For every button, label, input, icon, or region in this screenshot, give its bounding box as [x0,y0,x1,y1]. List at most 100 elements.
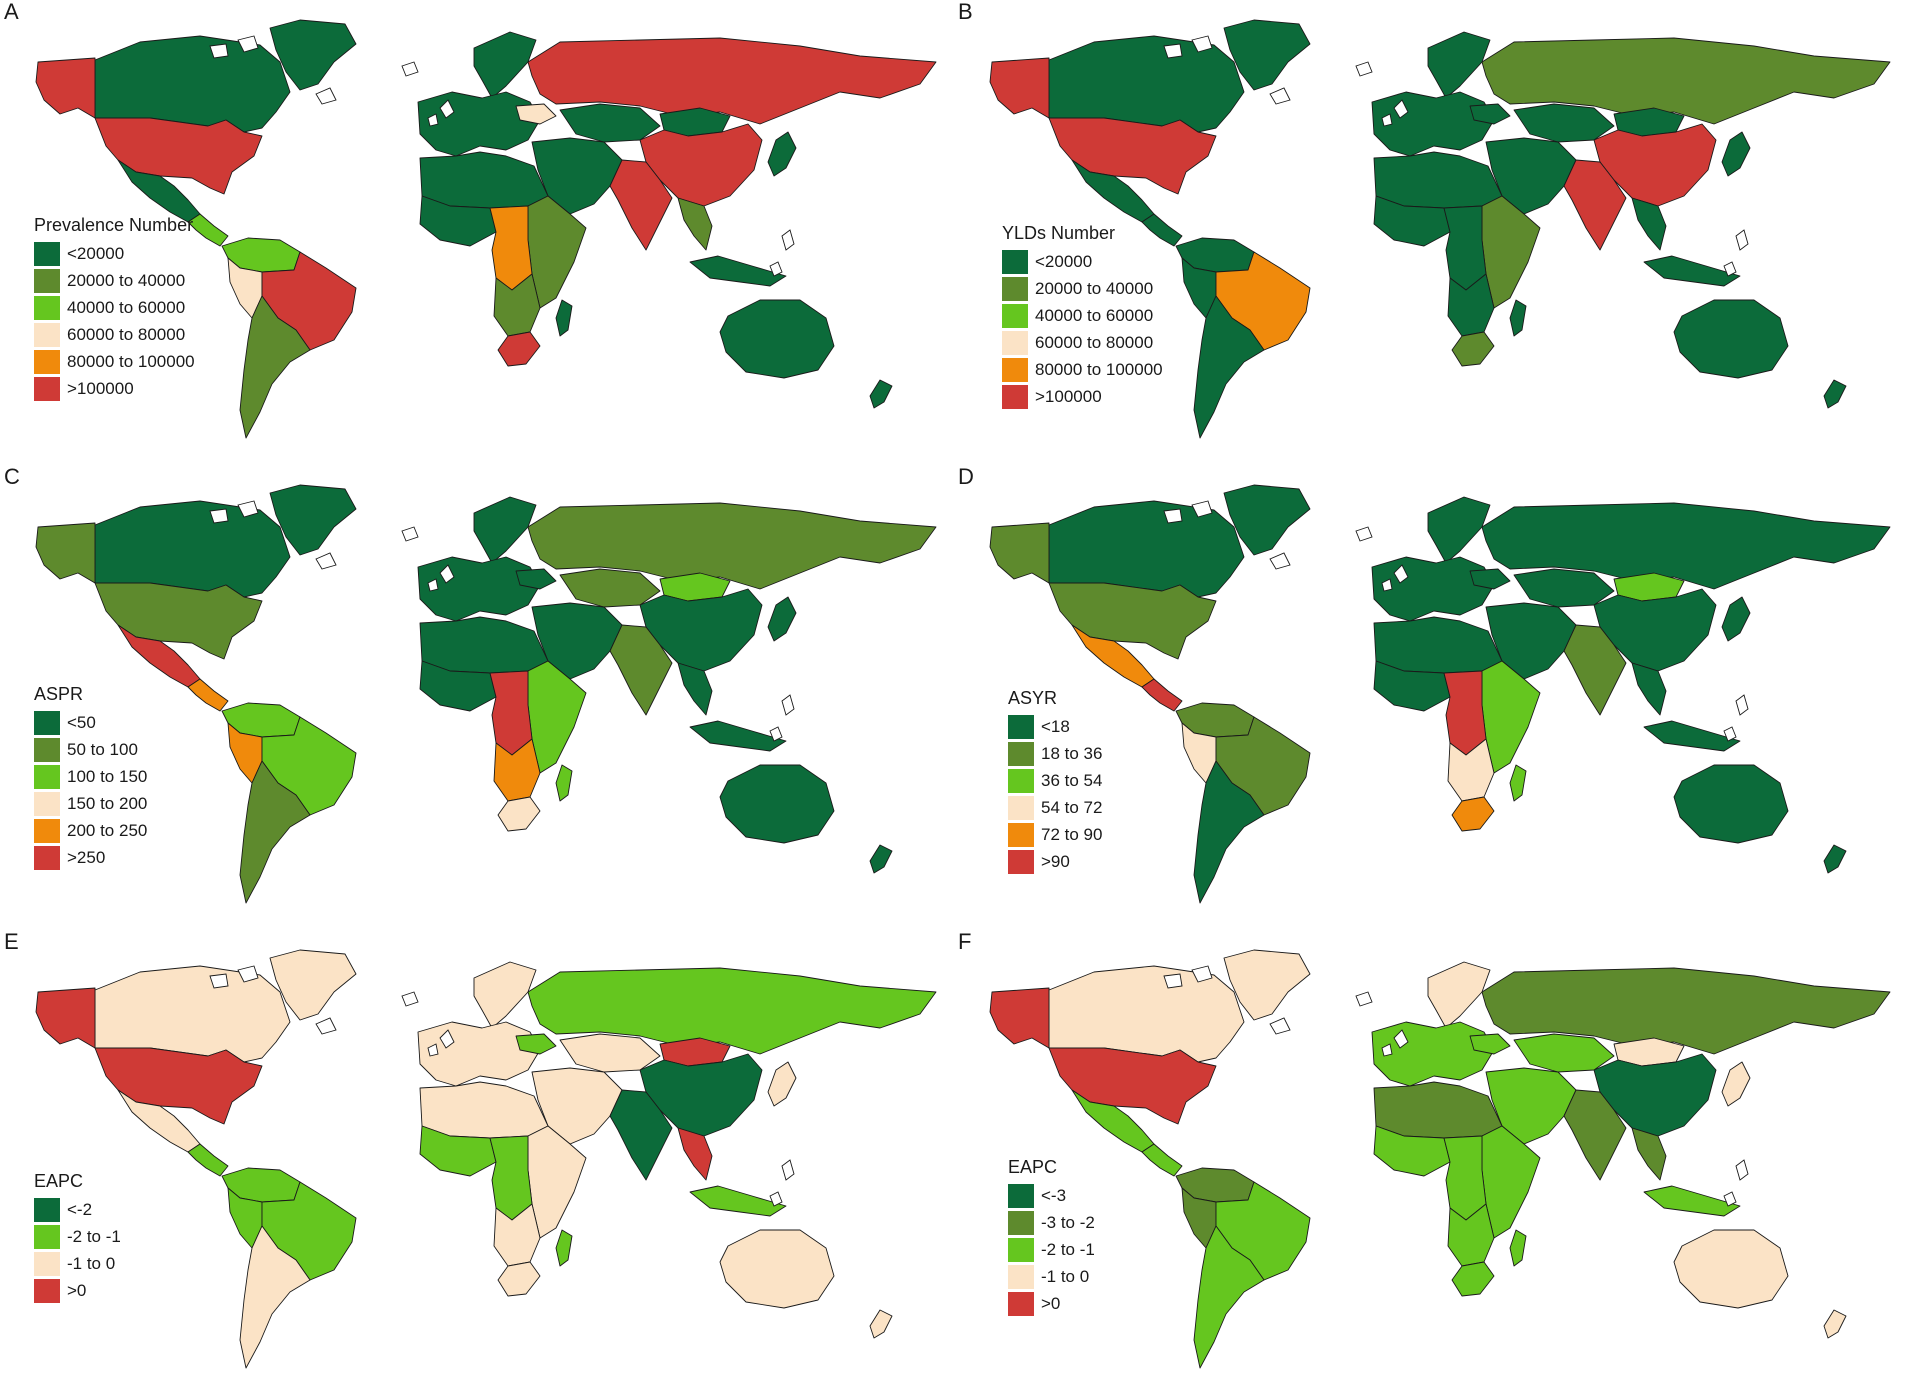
region-madagascar [1509,299,1527,337]
region-middle-east [1485,602,1577,680]
island-outline [237,965,259,983]
legend-entry: 20000 to 40000 [1002,275,1163,302]
region-north-africa [1373,1081,1503,1139]
region-central-america [187,1143,229,1177]
region-south-africa [1451,331,1495,367]
region-india [1563,624,1627,716]
legend-swatch [34,764,60,789]
legend-swatch [1008,741,1034,766]
legend-title: EAPC [1008,1157,1058,1177]
region-ukraine [1469,568,1511,590]
island-outline [1191,35,1213,53]
island-outline [769,1191,783,1207]
region-southern-africa [493,738,541,802]
island-outline [769,261,783,277]
island-outline [1163,43,1183,59]
legend-swatch [1008,822,1034,847]
legend-title: ASYR [1008,688,1058,708]
island-outline [237,35,259,53]
region-kazakhstan [559,1033,661,1073]
legend-swatch [1008,1264,1034,1289]
legend-swatch [1002,330,1028,355]
region-central-africa [1443,1135,1487,1221]
region-japan [1721,131,1751,177]
legend-entry: 72 to 90 [1008,821,1102,848]
region-east-africa [1481,660,1541,774]
legend-label: <-2 [67,1199,93,1219]
region-madagascar [1509,764,1527,802]
legend-label: >90 [1041,851,1070,871]
island-outline [237,500,259,518]
legend-entry: >90 [1008,848,1102,875]
region-southeast-asia [1631,662,1667,716]
legend-label: 40000 to 60000 [67,297,186,317]
panel-b: B YLDs Number <20000 20000 to 40000 40000 … [954,0,1908,465]
legend-swatch [34,1278,60,1303]
region-india [1563,159,1627,251]
region-australia [719,764,835,844]
region-kazakhstan [1513,103,1615,143]
region-southeast-asia [1631,197,1667,251]
island-outline [781,694,795,716]
region-indonesia [1643,1185,1741,1217]
legend-label: >100000 [67,378,134,398]
region-argentina [1193,760,1265,904]
island-outline [1723,1191,1737,1207]
legend-label: >100000 [1035,386,1102,406]
region-ukraine [515,103,557,125]
world-map [989,949,1891,1369]
region-australia [1673,764,1789,844]
island-outline [401,526,419,542]
region-kazakhstan [1513,1033,1615,1073]
region-greenland [1223,949,1311,1021]
legend-label: >0 [1041,1293,1061,1313]
region-north-africa [419,151,549,209]
legend-entry: >0 [1008,1290,1095,1317]
region-southern-africa [1447,738,1495,802]
legend-entry: 36 to 54 [1008,767,1102,794]
legend-label: 18 to 36 [1041,743,1103,763]
island-outline [1381,578,1393,592]
region-central-africa [1443,205,1487,291]
region-new-zealand [869,1309,893,1339]
legend-entry: 50 to 100 [34,736,147,763]
legend-label: <50 [67,712,96,732]
island-outline [1393,99,1409,119]
legend-entry: <20000 [1002,248,1163,275]
region-west-africa [1373,660,1451,712]
region-west-africa [419,660,497,712]
island-outline [1381,113,1393,127]
region-usa [94,582,263,660]
legend: ASYR <18 18 to 36 36 to 54 54 to 72 72 to 90… [1008,687,1102,875]
legend: ASPR <50 50 to 100 100 to 150 150 to 200 200… [34,683,147,871]
region-madagascar [555,764,573,802]
legend-label: <20000 [1035,251,1093,271]
region-central-africa [489,205,533,291]
legend-entry: 80000 to 100000 [1002,356,1163,383]
island-outline [1269,552,1291,570]
region-north-africa [1373,616,1503,674]
region-south-africa [1451,1261,1495,1297]
world-map [35,949,937,1369]
island-outline [427,113,439,127]
legend-entry: 60000 to 80000 [1002,329,1163,356]
region-southeast-asia [677,1127,713,1181]
legend-entry: 60000 to 80000 [34,321,195,348]
island-outline [781,1159,795,1181]
region-alaska [989,987,1050,1049]
region-central-america [187,678,229,712]
island-outline [1355,61,1373,77]
region-southeast-asia [677,662,713,716]
legend-items: <50 50 to 100 100 to 150 150 to 200 200 to 2… [34,709,147,871]
region-argentina [239,1225,311,1369]
legend-label: 150 to 200 [67,793,148,813]
region-japan [767,596,797,642]
region-alaska [35,522,96,584]
region-russia [527,37,937,125]
region-west-africa [419,1125,497,1177]
region-greenland [1223,484,1311,556]
region-greenland [269,484,357,556]
legend-label: 36 to 54 [1041,770,1103,790]
region-scandinavia [1427,496,1491,564]
region-kazakhstan [559,568,661,608]
